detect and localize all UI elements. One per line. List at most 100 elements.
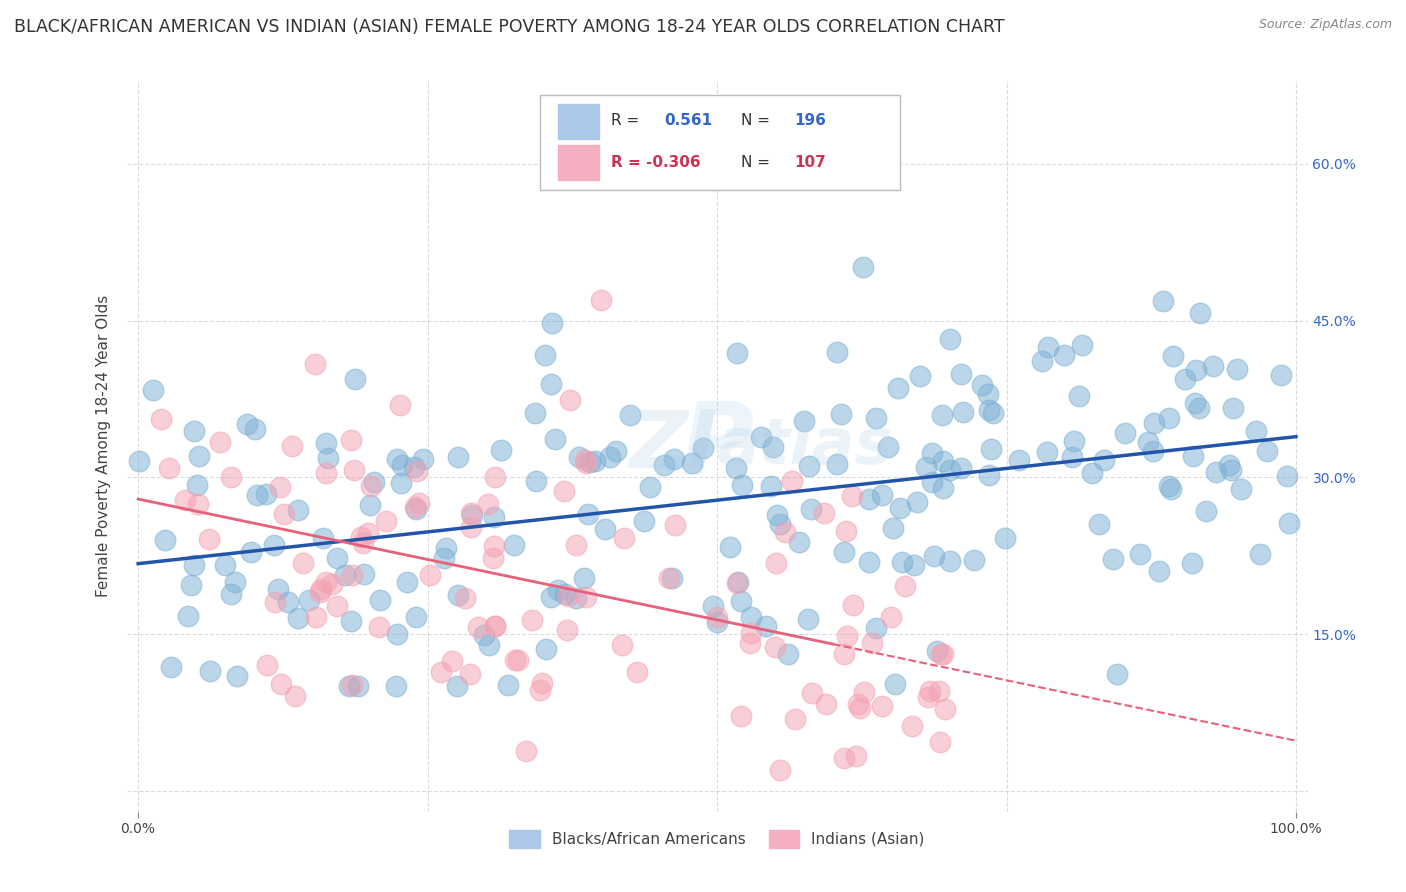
Point xyxy=(762,440,785,454)
Point xyxy=(321,577,343,591)
Point xyxy=(842,598,865,612)
Point xyxy=(368,593,391,607)
Point xyxy=(891,555,914,569)
Y-axis label: Female Poverty Among 18-24 Year Olds: Female Poverty Among 18-24 Year Olds xyxy=(96,295,111,597)
Point xyxy=(340,614,363,628)
Point xyxy=(835,629,858,643)
Point xyxy=(740,609,762,624)
Point xyxy=(929,734,952,748)
Point xyxy=(224,574,246,589)
Point xyxy=(939,554,962,568)
Point xyxy=(783,712,806,726)
Point xyxy=(825,458,848,472)
Point xyxy=(243,422,266,436)
Point xyxy=(1035,445,1057,459)
Point xyxy=(922,549,945,564)
Point xyxy=(1278,516,1301,531)
Point xyxy=(761,479,783,493)
Point xyxy=(765,556,787,570)
Point xyxy=(174,492,197,507)
Point xyxy=(477,639,499,653)
Point xyxy=(780,474,803,488)
Point xyxy=(447,588,470,602)
Point xyxy=(572,571,595,585)
Point xyxy=(1161,349,1184,363)
Point xyxy=(339,433,361,447)
Point xyxy=(1152,294,1174,309)
Point xyxy=(391,458,413,473)
Point xyxy=(706,610,728,624)
Text: 0.561: 0.561 xyxy=(664,113,711,128)
Point xyxy=(876,440,898,454)
Point xyxy=(197,532,219,546)
Point xyxy=(387,627,409,641)
Point xyxy=(214,558,236,572)
Point xyxy=(626,665,648,679)
Point xyxy=(225,669,247,683)
Point xyxy=(298,593,321,607)
Point xyxy=(702,599,724,613)
Point xyxy=(1230,483,1253,497)
Point xyxy=(865,622,887,636)
Point xyxy=(405,610,427,624)
Point xyxy=(787,534,810,549)
Point xyxy=(681,456,703,470)
Point xyxy=(908,369,931,384)
Point xyxy=(832,545,855,559)
Point xyxy=(920,683,942,698)
Point xyxy=(799,459,821,474)
Point xyxy=(1270,368,1292,382)
Point xyxy=(353,567,375,582)
Point xyxy=(305,610,328,624)
Point xyxy=(633,514,655,528)
Point xyxy=(939,463,962,477)
Point xyxy=(1008,453,1031,467)
Text: N =: N = xyxy=(741,113,769,128)
Point xyxy=(337,679,360,693)
Point xyxy=(318,450,340,465)
Point xyxy=(315,436,337,450)
Point xyxy=(950,368,973,382)
Point xyxy=(315,575,337,590)
Point xyxy=(256,657,278,672)
Point xyxy=(1159,410,1181,425)
Point xyxy=(952,405,974,419)
Text: P: P xyxy=(681,398,754,494)
Point xyxy=(1060,450,1083,465)
Point xyxy=(619,408,641,422)
Point xyxy=(515,744,537,758)
Point xyxy=(534,642,557,657)
Point xyxy=(208,434,231,449)
Point xyxy=(482,509,505,524)
Point xyxy=(658,571,681,585)
Point xyxy=(977,402,1000,417)
Point xyxy=(472,628,495,642)
Point xyxy=(972,377,994,392)
Point xyxy=(387,451,409,466)
Point xyxy=(540,376,562,391)
Point xyxy=(813,506,835,520)
Point xyxy=(931,409,953,423)
Point xyxy=(440,655,463,669)
Point xyxy=(612,639,634,653)
Point xyxy=(1226,362,1249,376)
Point xyxy=(142,383,165,397)
Point xyxy=(981,406,1004,420)
Point xyxy=(932,481,955,495)
Point xyxy=(503,538,526,552)
Point xyxy=(766,508,789,522)
Point xyxy=(830,407,852,421)
Point xyxy=(1181,556,1204,570)
Point xyxy=(287,503,309,517)
Point xyxy=(198,664,221,678)
Point xyxy=(269,480,291,494)
Point xyxy=(599,450,621,465)
Point xyxy=(273,507,295,521)
Point xyxy=(292,556,315,570)
Point xyxy=(461,508,484,522)
Point xyxy=(977,468,1000,483)
Point xyxy=(1053,347,1076,361)
Point xyxy=(1189,306,1212,320)
Point xyxy=(553,483,575,498)
Point xyxy=(367,619,389,633)
